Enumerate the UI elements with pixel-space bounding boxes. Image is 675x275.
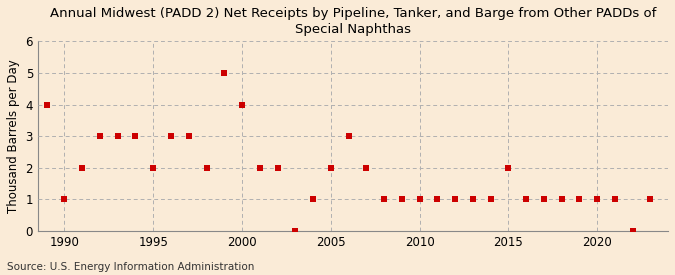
Point [95, 134, 105, 138]
Text: Source: U.S. Energy Information Administration: Source: U.S. Energy Information Administ… [7, 262, 254, 272]
Point [343, 134, 354, 138]
Point [254, 166, 265, 170]
Point [485, 197, 496, 202]
Point [130, 134, 141, 138]
Point [77, 166, 88, 170]
Point [290, 229, 300, 233]
Point [272, 166, 283, 170]
Point [41, 102, 52, 107]
Point [539, 197, 549, 202]
Point [645, 197, 655, 202]
Point [592, 197, 603, 202]
Point [503, 166, 514, 170]
Point [165, 134, 176, 138]
Point [432, 197, 443, 202]
Point [361, 166, 372, 170]
Title: Annual Midwest (PADD 2) Net Receipts by Pipeline, Tanker, and Barge from Other P: Annual Midwest (PADD 2) Net Receipts by … [50, 7, 656, 36]
Point [556, 197, 567, 202]
Point [414, 197, 425, 202]
Point [325, 166, 336, 170]
Point [112, 134, 123, 138]
Point [467, 197, 478, 202]
Point [237, 102, 248, 107]
Point [201, 166, 212, 170]
Point [379, 197, 389, 202]
Point [148, 166, 159, 170]
Point [627, 229, 638, 233]
Point [308, 197, 319, 202]
Point [184, 134, 194, 138]
Point [219, 71, 230, 75]
Point [610, 197, 620, 202]
Point [520, 197, 531, 202]
Point [574, 197, 585, 202]
Point [396, 197, 407, 202]
Y-axis label: Thousand Barrels per Day: Thousand Barrels per Day [7, 59, 20, 213]
Point [450, 197, 460, 202]
Point [59, 197, 70, 202]
